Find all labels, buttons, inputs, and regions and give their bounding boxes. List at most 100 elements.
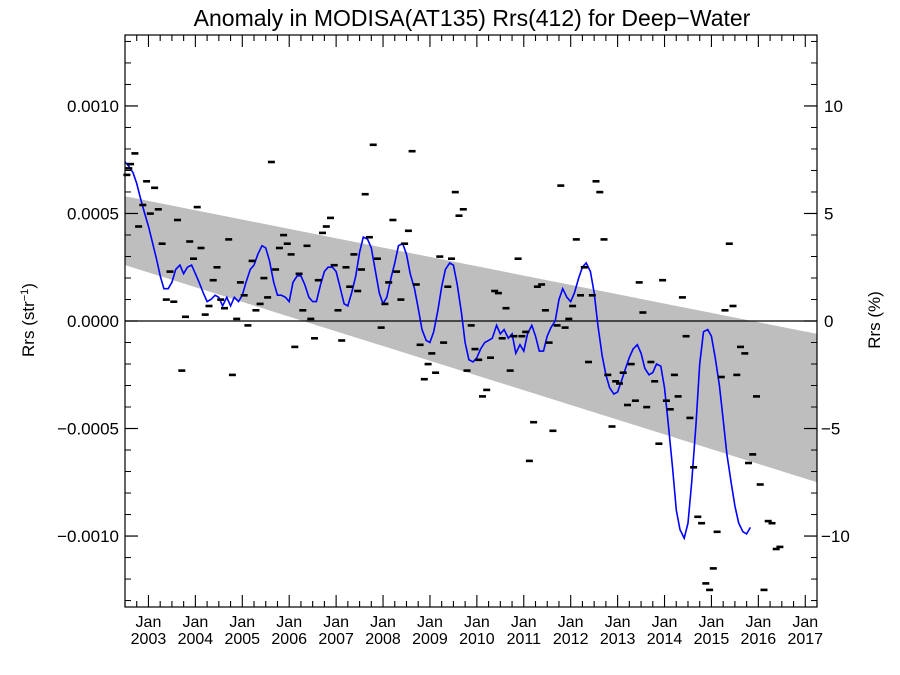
x-tick-label-year: 2012 bbox=[553, 631, 589, 648]
y-axis-title-right: Rrs (%) bbox=[865, 291, 884, 349]
x-tick-label-year: 2014 bbox=[647, 631, 683, 648]
x-tick-label-month: Jan bbox=[652, 614, 678, 631]
data-point bbox=[170, 300, 178, 303]
data-point bbox=[577, 294, 584, 297]
data-point bbox=[502, 306, 510, 310]
y-tick-label-left: −0.0005 bbox=[57, 420, 119, 439]
x-tick-label-month: Jan bbox=[229, 614, 255, 631]
data-point bbox=[541, 309, 549, 312]
data-point bbox=[741, 352, 749, 355]
data-point bbox=[319, 231, 326, 235]
data-point bbox=[475, 358, 483, 362]
data-point bbox=[197, 246, 205, 250]
data-point bbox=[139, 203, 147, 207]
data-point bbox=[612, 380, 620, 383]
x-tick-label-year: 2016 bbox=[741, 631, 777, 648]
data-point bbox=[506, 369, 514, 372]
data-point bbox=[764, 519, 772, 523]
x-tick-label-month: Jan bbox=[464, 614, 490, 631]
data-point bbox=[416, 343, 424, 347]
data-point bbox=[252, 309, 260, 312]
data-point bbox=[381, 302, 389, 306]
data-point bbox=[225, 238, 233, 241]
x-tick-label-year: 2008 bbox=[365, 631, 401, 648]
data-point bbox=[514, 257, 522, 260]
data-point bbox=[213, 266, 221, 269]
y-tick-label-left: 0.0005 bbox=[67, 204, 119, 223]
data-point bbox=[745, 461, 752, 465]
y-tick-label-right: 10 bbox=[824, 97, 843, 116]
data-point bbox=[753, 395, 760, 398]
data-point bbox=[373, 257, 381, 260]
data-point bbox=[498, 337, 506, 340]
data-point bbox=[572, 238, 580, 241]
data-point bbox=[533, 285, 541, 288]
data-point bbox=[631, 399, 639, 402]
x-tick-label-year: 2011 bbox=[507, 631, 542, 648]
x-tick-label-month: Jan bbox=[370, 614, 396, 631]
axes-layer bbox=[124, 34, 818, 608]
data-point bbox=[616, 382, 623, 385]
data-point bbox=[709, 567, 717, 570]
data-point bbox=[151, 186, 159, 190]
x-tick-label-year: 2003 bbox=[131, 631, 167, 648]
data-point bbox=[494, 291, 502, 295]
data-point bbox=[713, 530, 721, 534]
data-point bbox=[756, 483, 764, 486]
x-tick-label-year: 2013 bbox=[600, 631, 636, 648]
data-point bbox=[350, 253, 358, 256]
data-point bbox=[600, 238, 608, 241]
x-tick-label-month: Jan bbox=[558, 614, 584, 631]
data-point bbox=[674, 395, 682, 398]
y-tick-label-right: 5 bbox=[824, 204, 833, 223]
data-point bbox=[678, 296, 686, 299]
data-point bbox=[193, 205, 201, 209]
data-point bbox=[432, 371, 440, 374]
data-point bbox=[444, 285, 452, 288]
data-point bbox=[424, 362, 432, 366]
data-point bbox=[264, 296, 272, 299]
data-point bbox=[440, 341, 448, 344]
data-point bbox=[760, 588, 768, 592]
data-point bbox=[643, 405, 651, 409]
data-point bbox=[178, 369, 186, 372]
y-tick-label-left: 0.0000 bbox=[67, 312, 119, 331]
y-tick-label-right: 0 bbox=[824, 312, 833, 331]
data-point bbox=[314, 278, 322, 282]
data-point bbox=[479, 395, 486, 398]
data-point bbox=[471, 347, 479, 351]
data-point bbox=[557, 184, 565, 187]
data-point bbox=[299, 309, 307, 312]
data-point bbox=[491, 289, 499, 293]
data-point bbox=[561, 326, 569, 329]
data-point bbox=[522, 330, 530, 334]
data-point bbox=[307, 317, 315, 321]
data-point bbox=[346, 285, 354, 288]
data-point bbox=[272, 268, 280, 271]
data-point bbox=[397, 298, 405, 301]
data-point bbox=[369, 143, 377, 147]
data-point bbox=[209, 278, 217, 282]
data-point bbox=[131, 152, 139, 155]
data-point bbox=[260, 276, 268, 280]
data-point bbox=[330, 263, 338, 267]
x-tick-label-month: Jan bbox=[276, 614, 302, 631]
data-point bbox=[694, 515, 702, 519]
data-point bbox=[624, 403, 631, 407]
data-point bbox=[393, 270, 401, 273]
data-point bbox=[682, 334, 690, 338]
y-tick-label-left: −0.0010 bbox=[57, 527, 119, 546]
data-point bbox=[619, 371, 627, 374]
data-point bbox=[143, 180, 151, 183]
data-point bbox=[334, 309, 342, 312]
x-tick-label-year: 2015 bbox=[694, 631, 730, 648]
data-point bbox=[659, 278, 667, 282]
y-tick-label-right: −10 bbox=[821, 527, 850, 546]
data-point bbox=[354, 289, 362, 293]
x-tick-label-month: Jan bbox=[323, 614, 349, 631]
data-point bbox=[311, 337, 318, 340]
data-point bbox=[717, 375, 725, 379]
data-point bbox=[538, 283, 546, 286]
data-point bbox=[244, 324, 252, 327]
